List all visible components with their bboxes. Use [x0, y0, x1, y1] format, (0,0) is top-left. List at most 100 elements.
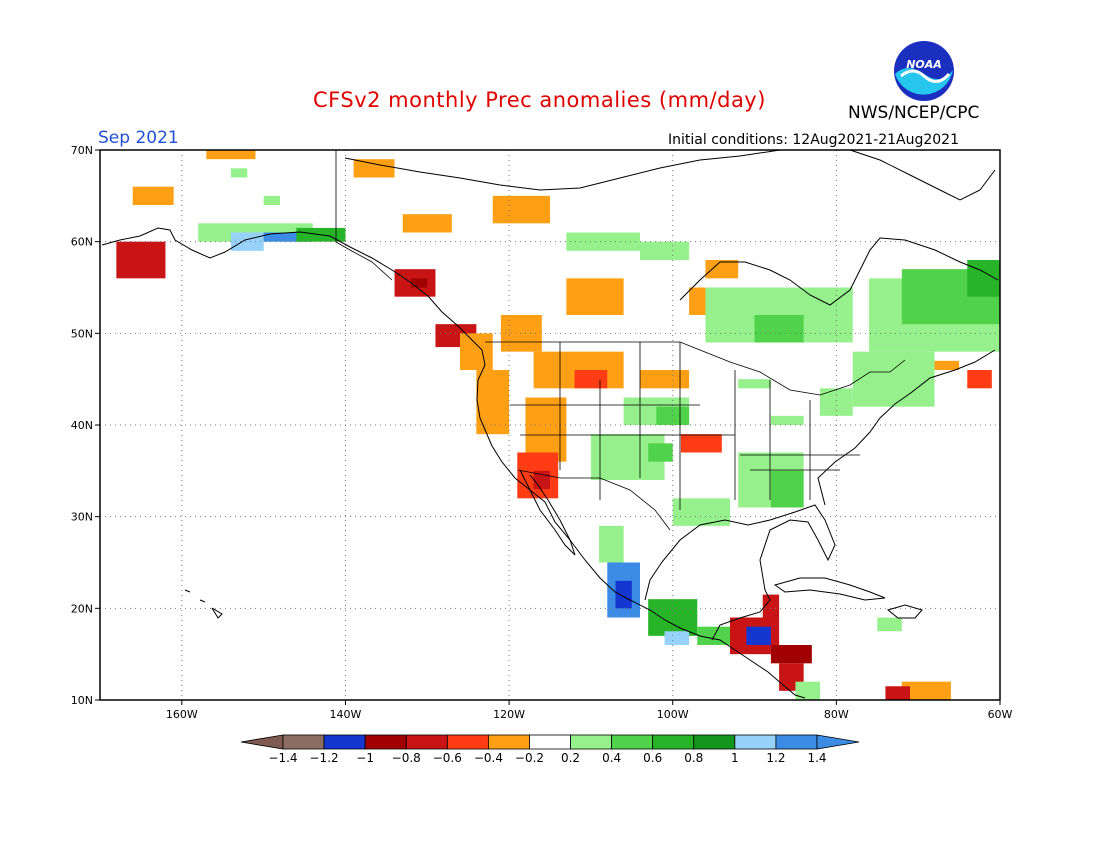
anomaly-patch-27 — [476, 370, 510, 435]
colorbar-arrow-low — [240, 734, 284, 750]
colorbar-label: 0.8 — [684, 751, 703, 765]
organization-label: NWS/NCEP/CPC — [848, 103, 980, 123]
lon-label: 60W — [988, 708, 1013, 721]
lon-label: 160W — [166, 708, 198, 721]
colorbar-label: −1.2 — [310, 751, 339, 765]
lat-label: 40N — [71, 419, 93, 432]
colorbar-label: −1 — [356, 751, 374, 765]
colorbar-label: −0.8 — [392, 751, 421, 765]
anomaly-patch-10 — [566, 232, 640, 251]
anomaly-patch-60 — [738, 379, 771, 389]
colorbar-box-2 — [364, 734, 407, 750]
anomaly-patch-2 — [206, 150, 256, 160]
coastline-east — [817, 349, 996, 506]
anomaly-patch-12 — [566, 278, 624, 315]
colorbar-label: −0.6 — [433, 751, 462, 765]
border-alaska-canada — [335, 150, 393, 281]
anomaly-patch-51 — [762, 594, 780, 618]
anomaly-patch-41 — [770, 470, 804, 508]
coastline-arctic — [344, 149, 781, 191]
initial-conditions: Initial conditions: 12Aug2021-21Aug2021 — [668, 132, 959, 148]
colorbar-box-11 — [734, 734, 777, 750]
anomaly-patch-47 — [664, 631, 690, 645]
noaa-logo: NOAA — [894, 41, 954, 101]
anomaly-patch-0 — [116, 241, 166, 279]
chart-title: CFSv2 monthly Prec anomalies (mm/day) — [313, 88, 766, 112]
colorbar-label: 0.2 — [561, 751, 580, 765]
anomaly-patches — [116, 150, 1000, 700]
anomaly-patch-43 — [599, 525, 624, 563]
anomaly-patch-7 — [353, 159, 395, 178]
colorbar-box-0 — [282, 734, 325, 750]
colorbar-label: 0.4 — [602, 751, 621, 765]
lon-label: 100W — [657, 708, 689, 721]
anomaly-patch-48 — [697, 626, 739, 645]
colorbar-box-8 — [611, 734, 654, 750]
anomaly-patch-9 — [492, 195, 550, 224]
colorbar-box-7 — [570, 734, 613, 750]
anomaly-patch-8 — [402, 214, 452, 233]
anomaly-patch-20 — [852, 351, 935, 407]
anomaly-patch-56 — [901, 681, 951, 700]
lat-label: 50N — [71, 327, 93, 340]
anomaly-patch-58 — [230, 168, 248, 178]
anomaly-patch-31 — [640, 370, 690, 389]
colorbar-label: −0.2 — [515, 751, 544, 765]
anomaly-patch-45 — [615, 580, 632, 609]
anomaly-patch-61 — [820, 388, 853, 416]
colorbar-box-4 — [446, 734, 489, 750]
coastline-north-america — [101, 227, 806, 699]
border-us-mexico — [517, 469, 671, 531]
colorbar-box-5 — [487, 734, 530, 750]
colorbar-label: −1.4 — [268, 751, 297, 765]
anomaly-patch-57 — [885, 686, 910, 700]
longitude-labels: 160W 140W 120W 100W 80W 60W — [166, 700, 1013, 721]
colorbar-label: −0.4 — [474, 751, 503, 765]
colorbar-box-9 — [652, 734, 695, 750]
latitude-labels: 70N 60N 50N 40N 30N 20N 10N — [71, 144, 100, 707]
lon-label: 140W — [330, 708, 362, 721]
lat-label: 60N — [71, 236, 93, 249]
anomaly-patch-16 — [754, 315, 804, 343]
coastlines — [101, 149, 999, 699]
coastline-baja — [519, 469, 576, 556]
colorbar-box-6 — [529, 734, 571, 750]
colorbar-label: 0.6 — [643, 751, 662, 765]
colorbar-box-3 — [405, 734, 448, 750]
coastline-hawaii — [184, 589, 223, 619]
anomaly-patch-32 — [525, 397, 567, 462]
anomaly-patch-50 — [746, 626, 771, 645]
colorbar-box-12 — [775, 734, 818, 750]
graticule — [100, 150, 1000, 700]
anomaly-patch-5 — [263, 232, 313, 242]
lat-label: 30N — [71, 511, 93, 524]
coastline-gulf — [644, 504, 836, 641]
lon-label: 80W — [824, 708, 849, 721]
colorbar: −1.4 −1.2 −1 −0.8 −0.6 −0.4 −0.2 0.2 0.4 0.6 0.8 1 1… — [240, 734, 860, 765]
colorbar-label: 1 — [731, 751, 739, 765]
lat-label: 20N — [71, 602, 93, 615]
anomaly-patch-52 — [770, 645, 812, 664]
anomaly-patch-55 — [877, 617, 902, 632]
colorbar-arrow-high — [816, 734, 860, 750]
anomaly-patch-22 — [967, 370, 992, 389]
lat-label: 10N — [71, 694, 93, 707]
lat-label: 70N — [71, 144, 93, 157]
colorbar-box-10 — [693, 734, 736, 750]
anomaly-patch-11 — [640, 241, 690, 260]
anomaly-patch-13 — [705, 260, 739, 279]
political-borders — [335, 150, 906, 531]
anomaly-patch-21 — [934, 360, 960, 370]
anomaly-patch-24 — [410, 278, 428, 288]
lon-label: 120W — [493, 708, 525, 721]
colorbar-label: 1.4 — [807, 751, 826, 765]
anomaly-patch-30 — [574, 370, 608, 389]
anomaly-patch-62 — [770, 415, 804, 425]
coastline-hudson — [679, 237, 999, 306]
colorbar-box-1 — [323, 734, 366, 750]
anomaly-patch-26 — [460, 333, 493, 370]
anomaly-patch-42 — [672, 498, 730, 526]
anomaly-patch-39 — [680, 434, 722, 453]
forecast-month: Sep 2021 — [98, 128, 179, 148]
